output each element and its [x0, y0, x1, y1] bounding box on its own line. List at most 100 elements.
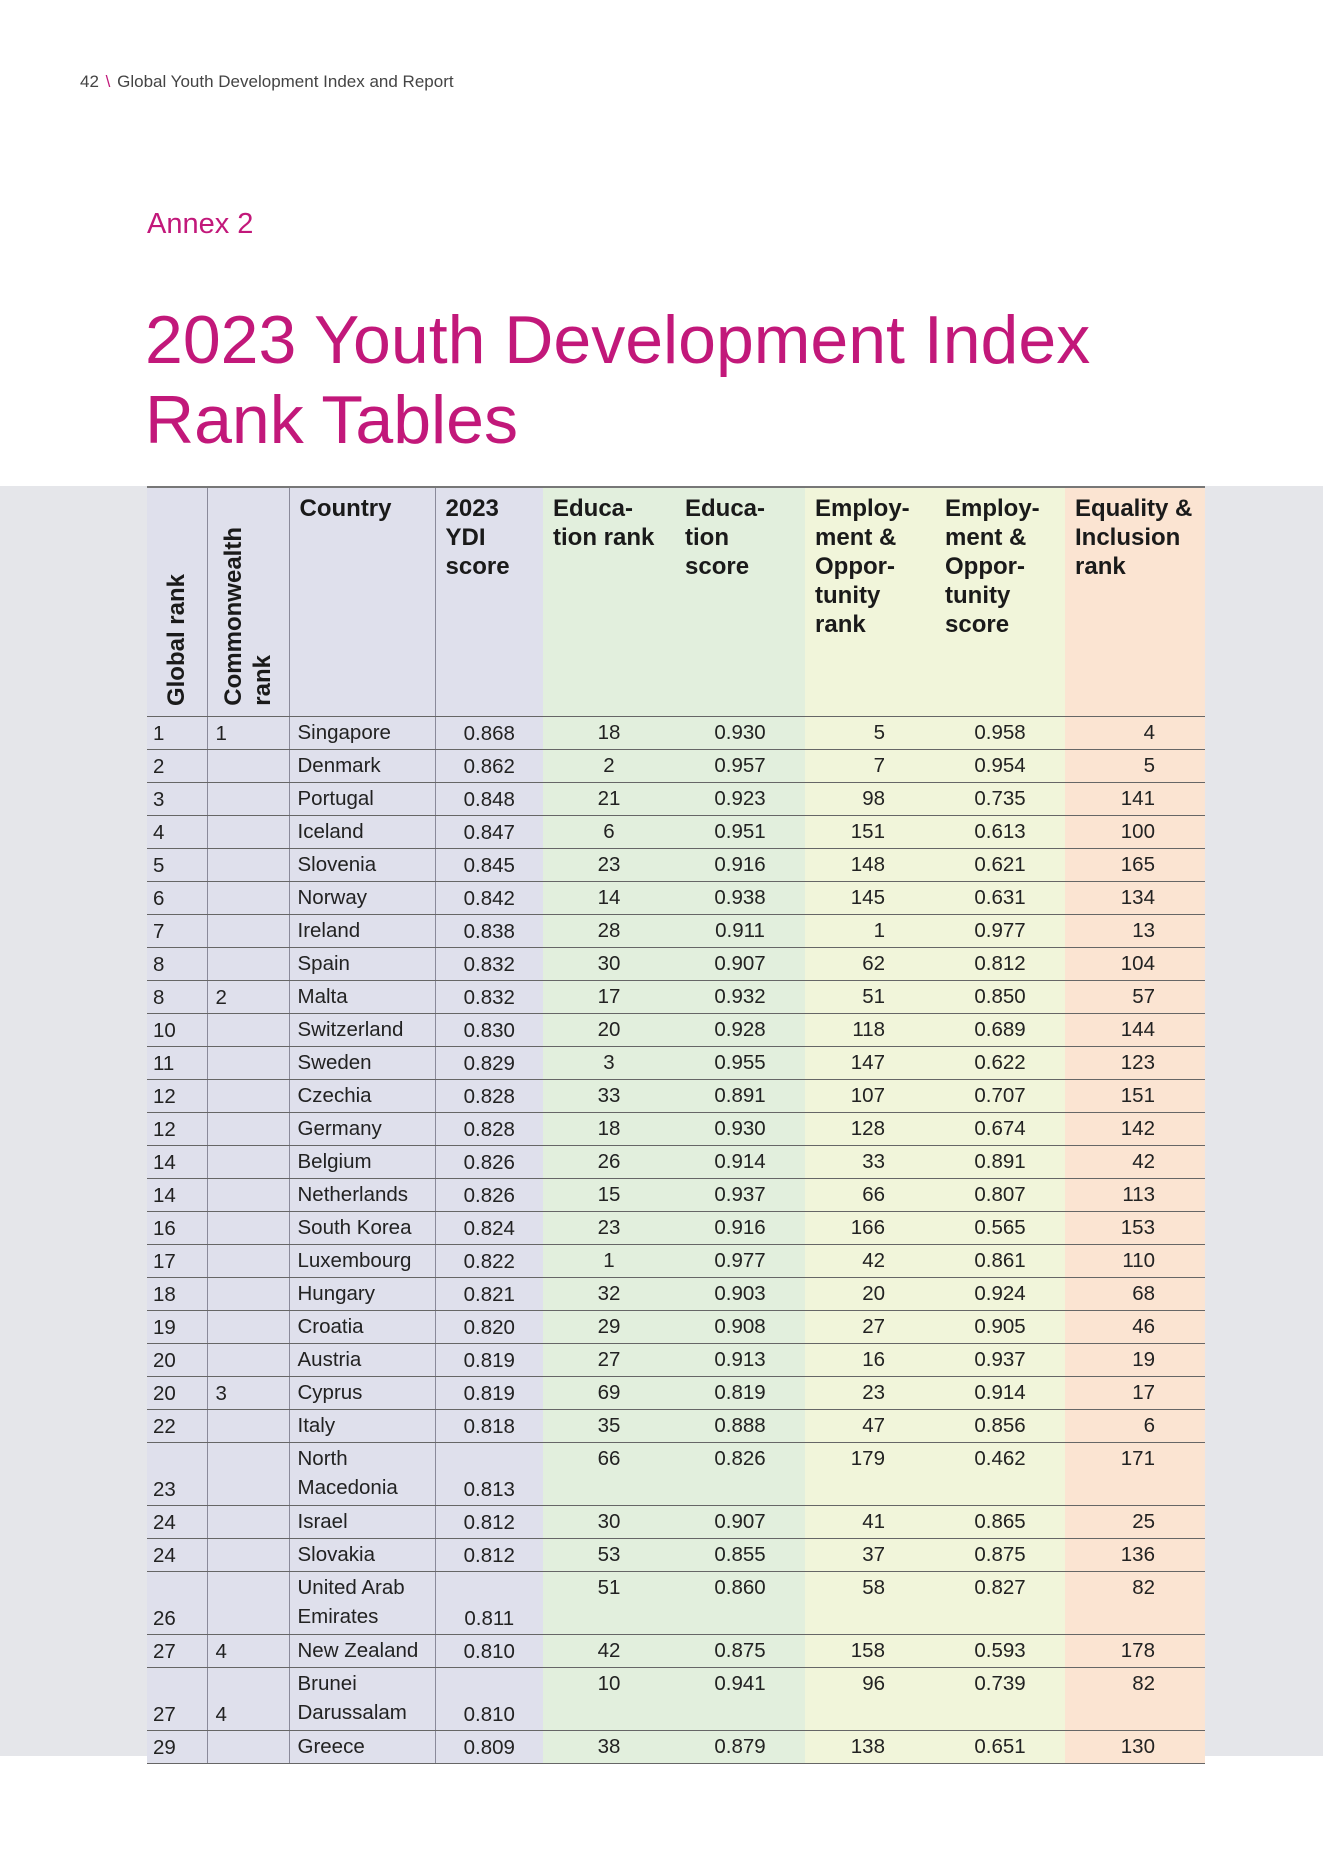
cell-commonwealth-rank [207, 1310, 290, 1344]
table-row: 12 Germany 0.828 18 0.930 128 0.674 142 [147, 1112, 1205, 1146]
cell-equality-rank: 171 [1065, 1442, 1205, 1506]
table-row: 22 Italy 0.818 35 0.888 47 0.856 6 [147, 1409, 1205, 1443]
cell-employment-score: 0.622 [935, 1046, 1065, 1080]
cell-employment-score: 0.924 [935, 1277, 1065, 1311]
table-row: 14 Belgium 0.826 26 0.914 33 0.891 42 [147, 1145, 1205, 1179]
cell-ydi-score: 0.824 [435, 1211, 543, 1245]
cell-ydi-score: 0.868 [435, 716, 543, 750]
cell-ydi-score: 0.838 [435, 914, 543, 948]
cell-education-score: 0.937 [675, 1178, 805, 1212]
cell-education-rank: 18 [543, 716, 675, 750]
cell-country: Germany [289, 1112, 436, 1146]
cell-education-score: 0.930 [675, 1112, 805, 1146]
cell-ydi-score: 0.832 [435, 947, 543, 981]
cell-equality-rank: 113 [1065, 1178, 1205, 1212]
cell-equality-rank: 46 [1065, 1310, 1205, 1344]
cell-commonwealth-rank [207, 749, 290, 783]
cell-equality-rank: 68 [1065, 1277, 1205, 1311]
cell-equality-rank: 141 [1065, 782, 1205, 816]
cell-employment-rank: 107 [805, 1079, 935, 1113]
cell-global-rank: 22 [147, 1409, 208, 1443]
cell-employment-rank: 138 [805, 1730, 935, 1764]
cell-global-rank: 7 [147, 914, 208, 948]
table-row: 12 Czechia 0.828 33 0.891 107 0.707 151 [147, 1079, 1205, 1113]
cell-ydi-score: 0.819 [435, 1376, 543, 1410]
cell-education-rank: 53 [543, 1538, 675, 1572]
cell-commonwealth-rank [207, 848, 290, 882]
cell-employment-rank: 148 [805, 848, 935, 882]
cell-country: Brunei Darussalam [289, 1667, 436, 1731]
col-education-rank: Educa-tion rank [543, 486, 675, 717]
cell-education-score: 0.888 [675, 1409, 805, 1443]
table-row: 20 3 Cyprus 0.819 69 0.819 23 0.914 17 [147, 1376, 1205, 1410]
cell-global-rank: 26 [147, 1571, 208, 1635]
cell-employment-score: 0.462 [935, 1442, 1065, 1506]
cell-commonwealth-rank [207, 1013, 290, 1047]
cell-education-rank: 38 [543, 1730, 675, 1764]
cell-education-score: 0.928 [675, 1013, 805, 1047]
cell-commonwealth-rank: 3 [207, 1376, 290, 1410]
cell-employment-rank: 7 [805, 749, 935, 783]
cell-global-rank: 27 [147, 1667, 208, 1731]
cell-employment-rank: 147 [805, 1046, 935, 1080]
cell-employment-rank: 158 [805, 1634, 935, 1668]
cell-country: Slovenia [289, 848, 436, 882]
cell-education-score: 0.923 [675, 782, 805, 816]
cell-employment-score: 0.850 [935, 980, 1065, 1014]
cell-education-score: 0.957 [675, 749, 805, 783]
table-row: 8 Spain 0.832 30 0.907 62 0.812 104 [147, 947, 1205, 981]
table-row: 10 Switzerland 0.830 20 0.928 118 0.689 144 [147, 1013, 1205, 1047]
cell-global-rank: 6 [147, 881, 208, 915]
table-row: 2 Denmark 0.862 2 0.957 7 0.954 5 [147, 749, 1205, 783]
header-separator: \ [105, 72, 111, 91]
cell-employment-score: 0.954 [935, 749, 1065, 783]
cell-education-rank: 6 [543, 815, 675, 849]
cell-global-rank: 24 [147, 1505, 208, 1539]
cell-ydi-score: 0.832 [435, 980, 543, 1014]
cell-equality-rank: 5 [1065, 749, 1205, 783]
cell-education-score: 0.938 [675, 881, 805, 915]
cell-education-score: 0.977 [675, 1244, 805, 1278]
cell-country: Austria [289, 1343, 436, 1377]
cell-commonwealth-rank [207, 782, 290, 816]
cell-employment-rank: 20 [805, 1277, 935, 1311]
cell-education-rank: 29 [543, 1310, 675, 1344]
cell-employment-score: 0.905 [935, 1310, 1065, 1344]
cell-ydi-score: 0.828 [435, 1079, 543, 1113]
cell-education-rank: 1 [543, 1244, 675, 1278]
cell-education-rank: 15 [543, 1178, 675, 1212]
cell-education-rank: 2 [543, 749, 675, 783]
table-row: 17 Luxembourg 0.822 1 0.977 42 0.861 110 [147, 1244, 1205, 1278]
cell-commonwealth-rank [207, 1079, 290, 1113]
cell-commonwealth-rank: 4 [207, 1667, 290, 1731]
cell-commonwealth-rank [207, 1211, 290, 1245]
col-ydi-score: 2023 YDI score [435, 486, 543, 717]
table-header-row: Global rank Commonwealth rank Country 202… [147, 486, 1205, 717]
cell-employment-score: 0.937 [935, 1343, 1065, 1377]
cell-ydi-score: 0.830 [435, 1013, 543, 1047]
table-row: 19 Croatia 0.820 29 0.908 27 0.905 46 [147, 1310, 1205, 1344]
table-row: 26 United Arab Emirates 0.811 51 0.860 58 0.827… [147, 1571, 1205, 1635]
cell-education-rank: 27 [543, 1343, 675, 1377]
annex-label: Annex 2 [147, 208, 254, 240]
cell-country: Luxembourg [289, 1244, 436, 1278]
cell-employment-score: 0.707 [935, 1079, 1065, 1113]
cell-employment-rank: 66 [805, 1178, 935, 1212]
cell-employment-score: 0.735 [935, 782, 1065, 816]
cell-employment-score: 0.977 [935, 914, 1065, 948]
cell-education-score: 0.826 [675, 1442, 805, 1506]
cell-country: Iceland [289, 815, 436, 849]
cell-ydi-score: 0.813 [435, 1442, 543, 1506]
cell-commonwealth-rank [207, 815, 290, 849]
cell-commonwealth-rank [207, 1046, 290, 1080]
cell-employment-score: 0.674 [935, 1112, 1065, 1146]
cell-employment-rank: 5 [805, 716, 935, 750]
cell-global-rank: 11 [147, 1046, 208, 1080]
cell-country: Belgium [289, 1145, 436, 1179]
cell-employment-score: 0.593 [935, 1634, 1065, 1668]
cell-employment-score: 0.958 [935, 716, 1065, 750]
cell-country: United Arab Emirates [289, 1571, 436, 1635]
cell-ydi-score: 0.818 [435, 1409, 543, 1443]
cell-employment-rank: 128 [805, 1112, 935, 1146]
cell-education-score: 0.891 [675, 1079, 805, 1113]
